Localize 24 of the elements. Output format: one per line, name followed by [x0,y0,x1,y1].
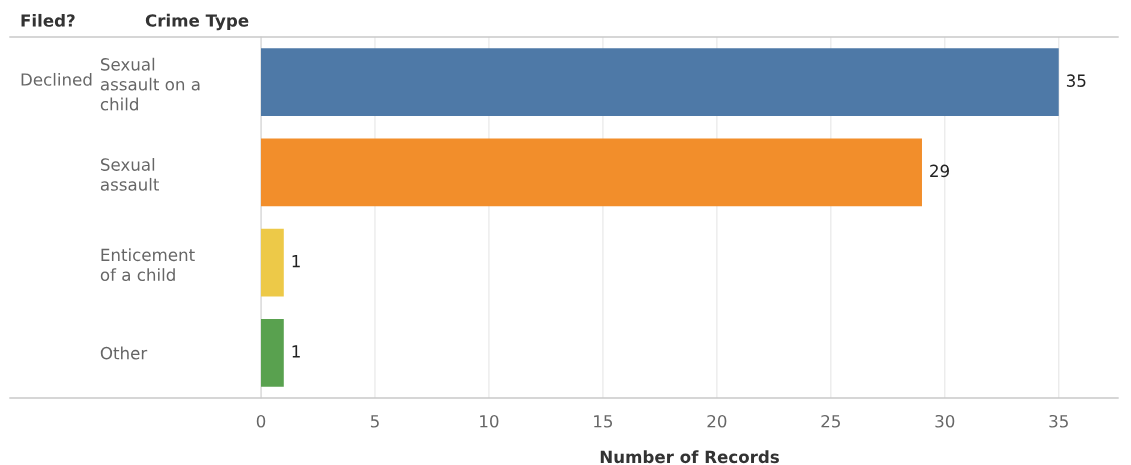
x-tick-label: 20 [707,414,727,428]
data-label: 35 [1066,74,1086,87]
data-label: 1 [292,345,300,358]
y-tick-label: Sexual assault on a child [100,57,200,111]
data-label: 29 [930,164,949,178]
bar [261,228,284,297]
x-tick-label: 5 [370,415,379,428]
x-tick-label: 10 [480,414,499,428]
x-tick-label: 15 [594,415,613,428]
data-label: 1 [292,255,300,268]
x-tick-label: 25 [821,414,840,428]
bar [261,319,284,387]
y-tick-label: Enticement of a child [100,248,195,282]
x-tick-label: 0 [256,414,266,428]
bar [261,48,1059,116]
y-axis-title: Crime Type [145,13,249,31]
y-tick-label: Sexual assault [100,157,160,191]
x-tick-label: 30 [935,414,955,428]
text: Filed? [21,13,75,27]
x-tick-label: 35 [1049,414,1068,428]
bar [261,138,922,207]
y-tick-label: Other [100,346,148,360]
text: Declined [21,72,92,86]
x-axis-title: Number of Records [600,450,779,464]
